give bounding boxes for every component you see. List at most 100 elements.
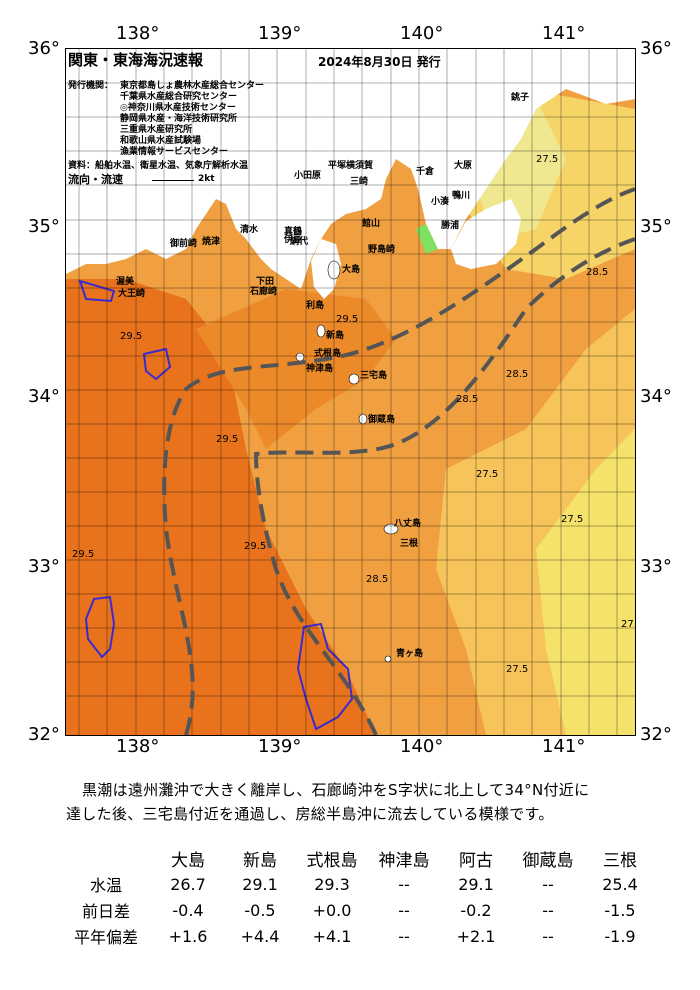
table-cell: +1.6 (168, 926, 208, 946)
place-kominato: 小湊 (431, 197, 450, 207)
place-shizuoka: 清水 (240, 225, 259, 235)
lon-tick-top-139: 139° (258, 23, 302, 44)
isotherm-label: 27.5 (536, 154, 559, 165)
place-aogashima: 青ヶ島 (396, 649, 424, 659)
lat-tick-left-33: 33° (28, 556, 60, 577)
place-yaizu: 焼津 (202, 237, 221, 247)
place-miura: 三崎 (350, 177, 369, 187)
place-odawara: 小田原 (294, 171, 322, 181)
lat-tick-left-32: 32° (28, 724, 60, 745)
summary-line-2: 達した後、三宅島付近を通過し、房総半島沖に流去している模様です。 (66, 805, 554, 823)
place-omaezaki: 御前崎 (170, 239, 198, 249)
flow-legend-arrow (152, 180, 194, 181)
place-shikinejima: 式根島 (314, 349, 342, 359)
lat-tick-right-32: 32° (640, 724, 672, 745)
table-col-header: 御蔵島 (522, 850, 574, 871)
table-cell: -- (542, 874, 554, 894)
niijima-island (316, 324, 326, 338)
place-atsumi: 渥美 (116, 277, 135, 287)
place-hiratsuka: 平塚 (328, 161, 347, 171)
kuroshio-axis-outer (162, 187, 635, 735)
place-irozaki: 石廊崎 (250, 287, 278, 297)
data-sources: 資料：船舶水温、衛星水温、気象庁解析水温 (68, 161, 249, 171)
isotherm-label: 28.5 (366, 574, 389, 585)
lon-tick-bottom-139: 139° (258, 736, 302, 757)
place-oshima: 大島 (342, 265, 361, 275)
table-cell: -- (398, 900, 410, 920)
issuer-6: 和歌山県水産試験場 (120, 136, 202, 146)
lon-tick-bottom-138: 138° (116, 736, 160, 757)
table-cell: +4.4 (240, 926, 280, 946)
table-cell: 29.3 (314, 874, 350, 894)
table-cell: -- (542, 926, 554, 946)
place-toshima: 利島 (306, 301, 325, 311)
honshu-coast (66, 49, 635, 289)
contour-blue-2 (142, 347, 172, 381)
place-kamogawa: 鴨川 (452, 191, 471, 201)
table-row: 前日差 -0.4 -0.5 +0.0 -- -0.2 -- -1.5 (60, 897, 656, 923)
flow-legend-scale: 2kt (198, 174, 215, 184)
table-col-header: 神津島 (378, 850, 430, 871)
miyakejima-island (348, 373, 360, 385)
table-cell: +0.0 (312, 900, 352, 920)
table-header-row: 大島 新島 式根島 神津島 阿古 御蔵島 三根 (60, 845, 656, 871)
table-cell: -- (398, 926, 410, 946)
contour-blue-1 (78, 279, 116, 303)
lat-tick-right-36: 36° (640, 38, 672, 59)
boso-peninsula (451, 199, 521, 269)
place-yokosuka: 横須賀 (346, 161, 374, 171)
isotherm-label: 29.5 (336, 314, 359, 325)
lat-tick-left-35: 35° (28, 216, 60, 237)
kozushima-island (295, 352, 305, 362)
map-title: 関東・東海海況速報 (68, 51, 204, 69)
place-daio: 大王崎 (118, 289, 146, 299)
table-cell: +2.1 (456, 926, 496, 946)
issuer-label: 発行機関： (68, 81, 114, 91)
lat-tick-left-34: 34° (28, 386, 60, 407)
issuer-1: 東京都島しょ農林水産総合センター (120, 81, 265, 91)
place-onjuku: 大原 (454, 161, 473, 171)
table-cell: -0.2 (460, 900, 492, 920)
kuroshio-axis-inner (253, 237, 635, 735)
issuer-5: 三重県水産研究所 (120, 125, 193, 135)
isotherm-label: 28.5 (456, 394, 479, 405)
isotherm-label: 27.5 (506, 664, 529, 675)
table-cell: -1.9 (604, 926, 636, 946)
table-row-label: 前日差 (81, 902, 130, 921)
isotherm-label: 28.5 (586, 267, 609, 278)
map-svg (66, 49, 635, 735)
isotherm-label: 27.5 (561, 514, 584, 525)
place-tateyama: 館山 (362, 219, 381, 229)
island-temperature-table: 大島 新島 式根島 神津島 阿古 御蔵島 三根 水温 26.7 29.1 29.… (60, 845, 656, 949)
isotherm-label: 28.5 (506, 369, 529, 380)
isotherm-label: 29.5 (216, 434, 239, 445)
lat-tick-left-36: 36° (28, 38, 60, 59)
aogashima-island (384, 655, 392, 663)
isotherm-label: 29.5 (244, 541, 267, 552)
table-col-header: 式根島 (306, 850, 358, 871)
place-niijima: 新島 (326, 331, 345, 341)
isotherm-label: 29.5 (120, 331, 143, 342)
contour-lines (78, 279, 354, 731)
table-cell: 29.1 (458, 874, 494, 894)
place-miyakejima: 三宅島 (360, 371, 388, 381)
table-row-label: 水温 (89, 876, 122, 895)
table-cell: -- (542, 900, 554, 920)
lat-tick-right-33: 33° (640, 556, 672, 577)
table-col-header: 三根 (603, 850, 637, 871)
lon-tick-bottom-140: 140° (400, 736, 444, 757)
place-mikurajima: 御蔵島 (368, 415, 396, 425)
place-ito: 伊豆 (284, 235, 303, 245)
table-col-header: 阿古 (459, 850, 493, 871)
place-shimoda: 下田 (256, 277, 275, 287)
issue-date: 2024年8月30日 発行 (318, 55, 441, 69)
issuer-2: 千葉県水産総合研究センター (120, 92, 238, 102)
table-cell: 26.7 (170, 874, 206, 894)
place-katsuura: 勝浦 (441, 221, 460, 231)
place-ajiro: 網代 (290, 237, 309, 247)
table-row-label: 平年偏差 (73, 928, 138, 947)
flow-legend-label: 流向・流速 (68, 173, 123, 186)
mikurajima-island (358, 413, 368, 425)
sea-temperature-map: 関東・東海海況速報 2024年8月30日 発行 発行機関： 東京都島しょ農林水産… (65, 48, 636, 736)
kuroshio-axes (162, 187, 635, 735)
